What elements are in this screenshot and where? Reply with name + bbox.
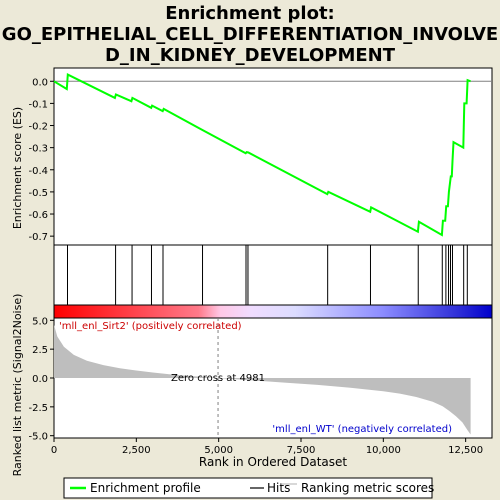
metric-y-tick-label: -5.0 — [28, 432, 48, 443]
legend-enrichment-label: Enrichment profile — [90, 481, 201, 495]
x-axis-label: Rank in Ordered Dataset — [199, 455, 347, 469]
legend-hits-label: Hits — [267, 481, 290, 495]
es-y-tick-label: -0.3 — [28, 144, 48, 155]
enrichment-profile-line — [53, 73, 471, 237]
legend-ranking-label: Ranking metric scores — [301, 481, 434, 495]
metric-y-axis: 5.0 2.5 0.0 -2.5 -5.0 — [28, 316, 54, 443]
legend: Enrichment profile Hits Ranking metric s… — [63, 477, 434, 499]
es-y-tick-label: -0.6 — [28, 210, 48, 221]
metric-y-tick-label: 2.5 — [32, 345, 48, 356]
ranking-color-bar — [53, 304, 493, 319]
x-tick-label: 0 — [51, 445, 57, 456]
hits-group — [67, 245, 468, 305]
x-tick-label: 2,500 — [122, 445, 151, 456]
es-y-tick-label: -0.5 — [28, 188, 48, 199]
es-y-axis: 0.0 -0.1 -0.2 -0.3 -0.4 -0.5 -0.6 -0.7 — [28, 77, 54, 243]
x-tick-label: 7,500 — [287, 445, 316, 456]
es-y-tick-label: -0.7 — [28, 232, 48, 243]
es-y-tick-label: 0.0 — [32, 77, 48, 88]
x-tick-label: 10,000 — [366, 445, 401, 456]
metric-y-tick-label: 5.0 — [32, 316, 48, 327]
chart-title-line-2: GO_EPITHELIAL_CELL_DIFFERENTIATION_INVOL… — [2, 24, 498, 45]
ranking-metric-area — [54, 324, 471, 435]
zero-cross-label: Zero cross at 4981 — [171, 373, 265, 384]
es-y-tick-label: -0.4 — [28, 166, 48, 177]
x-tick-label: 5,000 — [204, 445, 233, 456]
es-y-axis-label: Enrichment score (ES) — [11, 107, 24, 229]
chart-title-line-1: Enrichment plot: — [165, 3, 335, 24]
metric-y-axis-label: Ranked list metric (Signal2Noise) — [11, 294, 24, 477]
hits-panel — [53, 244, 493, 306]
metric-y-tick-label: -2.5 — [28, 403, 48, 414]
metric-y-tick-label: 0.0 — [32, 374, 48, 385]
es-y-tick-label: -0.1 — [28, 99, 48, 110]
chart-title-line-3: D_IN_KIDNEY_DEVELOPMENT — [105, 45, 396, 66]
es-panel — [53, 67, 493, 246]
es-y-tick-label: -0.2 — [28, 122, 48, 133]
x-tick-label: 12,500 — [448, 445, 483, 456]
positive-correlation-label: 'mll_enl_Sirt2' (positively correlated) — [59, 321, 242, 332]
negative-correlation-label: 'mll_enl_WT' (negatively correlated) — [272, 424, 452, 435]
x-axis: 0 2,500 5,000 7,500 10,000 12,500 — [51, 438, 483, 456]
